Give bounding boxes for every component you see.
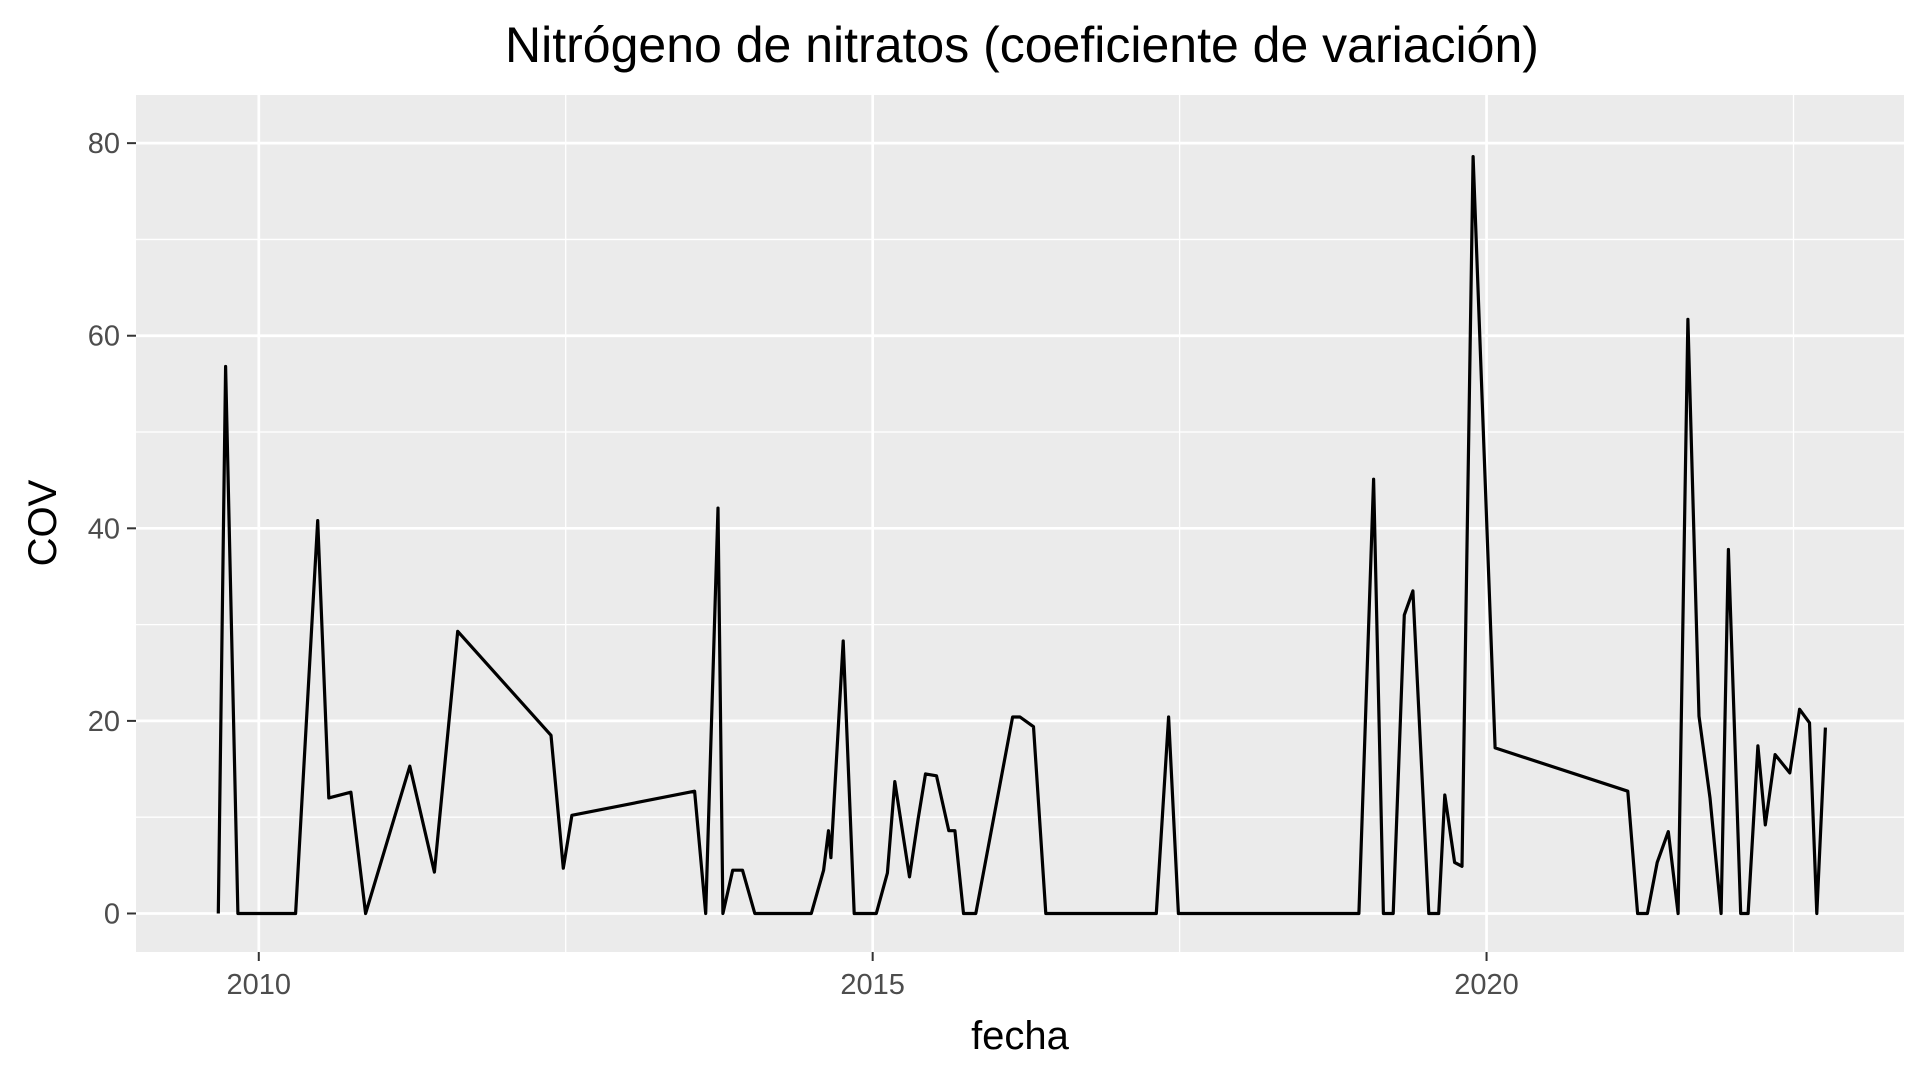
chart-title: Nitrógeno de nitratos (coeficiente de va… bbox=[505, 17, 1539, 73]
y-axis: 0 20 40 60 80 bbox=[88, 128, 136, 930]
plot-panel bbox=[136, 95, 1904, 952]
x-tick-label: 2010 bbox=[227, 969, 292, 1001]
y-tick-label: 0 bbox=[104, 898, 120, 930]
x-tick-label: 2020 bbox=[1454, 969, 1519, 1001]
series-line bbox=[216, 155, 1827, 916]
minor-gridlines bbox=[136, 95, 1904, 952]
y-tick-label: 80 bbox=[88, 128, 120, 160]
series-layer bbox=[216, 155, 1827, 916]
x-axis-title: fecha bbox=[971, 1014, 1070, 1058]
y-tick-label: 20 bbox=[88, 706, 120, 738]
y-axis-title: COV bbox=[21, 479, 65, 566]
major-gridlines bbox=[136, 95, 1904, 952]
x-tick-label: 2015 bbox=[840, 969, 905, 1001]
x-axis: 2010 2015 2020 bbox=[227, 952, 1519, 1001]
y-tick-label: 60 bbox=[88, 321, 120, 353]
y-tick-label: 40 bbox=[88, 513, 120, 545]
